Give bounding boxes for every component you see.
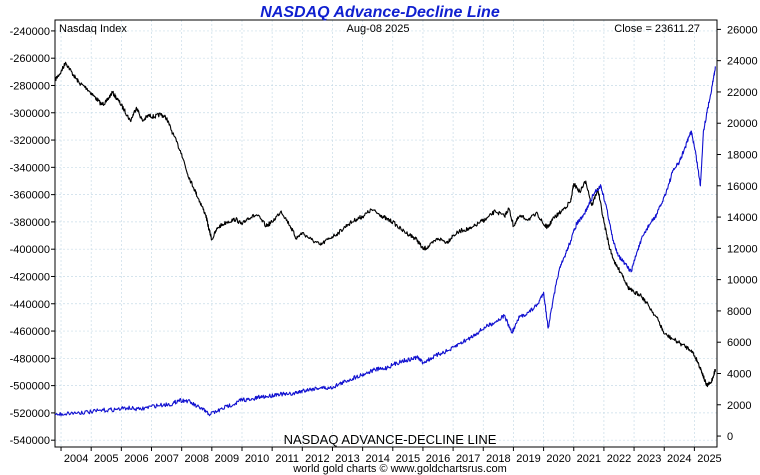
x-tick-label: 2016 <box>426 453 450 465</box>
x-tick-label: 2025 <box>697 453 721 465</box>
header-close-label: Close = 23611.27 <box>614 23 700 35</box>
x-tick-label: 2009 <box>215 453 239 465</box>
y-right-tick-label: 26000 <box>727 24 758 36</box>
x-axis-ticks: 2004 2005 2006 2007 2008 2009 2010 2011 2012 2013… <box>60 447 722 465</box>
y-right-tick-label: 22000 <box>727 87 758 99</box>
grid-lines <box>55 20 717 447</box>
y-right-tick-label: 10000 <box>727 275 758 287</box>
y-left-tick-label: -300000 <box>10 108 50 120</box>
y-right-tick-label: 8000 <box>727 306 751 318</box>
y-left-tick-label: -280000 <box>10 80 50 92</box>
y-right-tick-label: 0 <box>727 431 733 443</box>
x-tick-label: 2018 <box>486 453 510 465</box>
y-right-tick-label: 14000 <box>727 212 758 224</box>
y-left-tick-label: -420000 <box>10 271 50 283</box>
y-right-tick-label: 12000 <box>727 243 758 255</box>
nasdaq-index-line <box>54 66 716 417</box>
x-tick-label: 2010 <box>245 453 269 465</box>
x-tick-label: 2008 <box>185 453 209 465</box>
x-tick-label: 2004 <box>64 453 88 465</box>
y-left-tick-label: -500000 <box>10 381 50 393</box>
y-left-tick-label: -320000 <box>10 135 50 147</box>
x-tick-label: 2006 <box>124 453 148 465</box>
chart-title: NASDAQ Advance-Decline Line <box>260 4 500 21</box>
y-left-tick-label: -260000 <box>10 53 50 65</box>
y-right-tick-label: 2000 <box>727 400 751 412</box>
left-axis-ticks: -240000 -260000 -280000 -300000 -320000 -3400… <box>10 26 55 447</box>
right-axis-ticks: 2600024000220002000018000160001400012000… <box>717 24 758 443</box>
header-date-label: Aug-08 2025 <box>347 23 410 35</box>
y-left-tick-label: -540000 <box>10 435 50 447</box>
y-left-tick-label: -520000 <box>10 408 50 420</box>
y-left-tick-label: -460000 <box>10 326 50 338</box>
x-tick-label: 2015 <box>396 453 420 465</box>
x-tick-label: 2011 <box>275 453 299 465</box>
x-tick-label: 2017 <box>456 453 480 465</box>
y-right-tick-label: 18000 <box>727 150 758 162</box>
series-lines <box>54 61 717 417</box>
x-tick-label: 2014 <box>365 453 389 465</box>
y-left-tick-label: -480000 <box>10 353 50 365</box>
y-right-tick-label: 20000 <box>727 118 758 130</box>
x-tick-label: 2012 <box>305 453 329 465</box>
y-right-tick-label: 24000 <box>727 56 758 68</box>
x-tick-label: 2005 <box>94 453 118 465</box>
x-tick-label: 2019 <box>516 453 540 465</box>
y-left-tick-label: -340000 <box>10 162 50 174</box>
x-tick-label: 2007 <box>154 453 178 465</box>
y-left-tick-label: -440000 <box>10 299 50 311</box>
x-tick-label: 2021 <box>577 453 601 465</box>
x-tick-label: 2013 <box>335 453 359 465</box>
advance-decline-line <box>54 61 717 388</box>
y-right-tick-label: 4000 <box>727 368 751 380</box>
x-tick-label: 2022 <box>607 453 631 465</box>
y-left-tick-label: -240000 <box>10 26 50 38</box>
x-axis-label: NASDAQ ADVANCE-DECLINE LINE <box>284 432 497 447</box>
x-tick-label: 2024 <box>667 453 691 465</box>
header-left-label: Nasdaq Index <box>59 23 127 35</box>
y-left-tick-label: -360000 <box>10 190 50 202</box>
x-tick-label: 2020 <box>546 453 570 465</box>
credit-label: world gold charts © www.goldchartsrus.co… <box>292 463 507 475</box>
y-left-tick-label: -400000 <box>10 244 50 256</box>
x-tick-label: 2023 <box>637 453 661 465</box>
y-right-tick-label: 16000 <box>727 181 758 193</box>
plot-frame <box>54 19 718 448</box>
y-left-tick-label: -380000 <box>10 217 50 229</box>
y-right-tick-label: 6000 <box>727 337 751 349</box>
